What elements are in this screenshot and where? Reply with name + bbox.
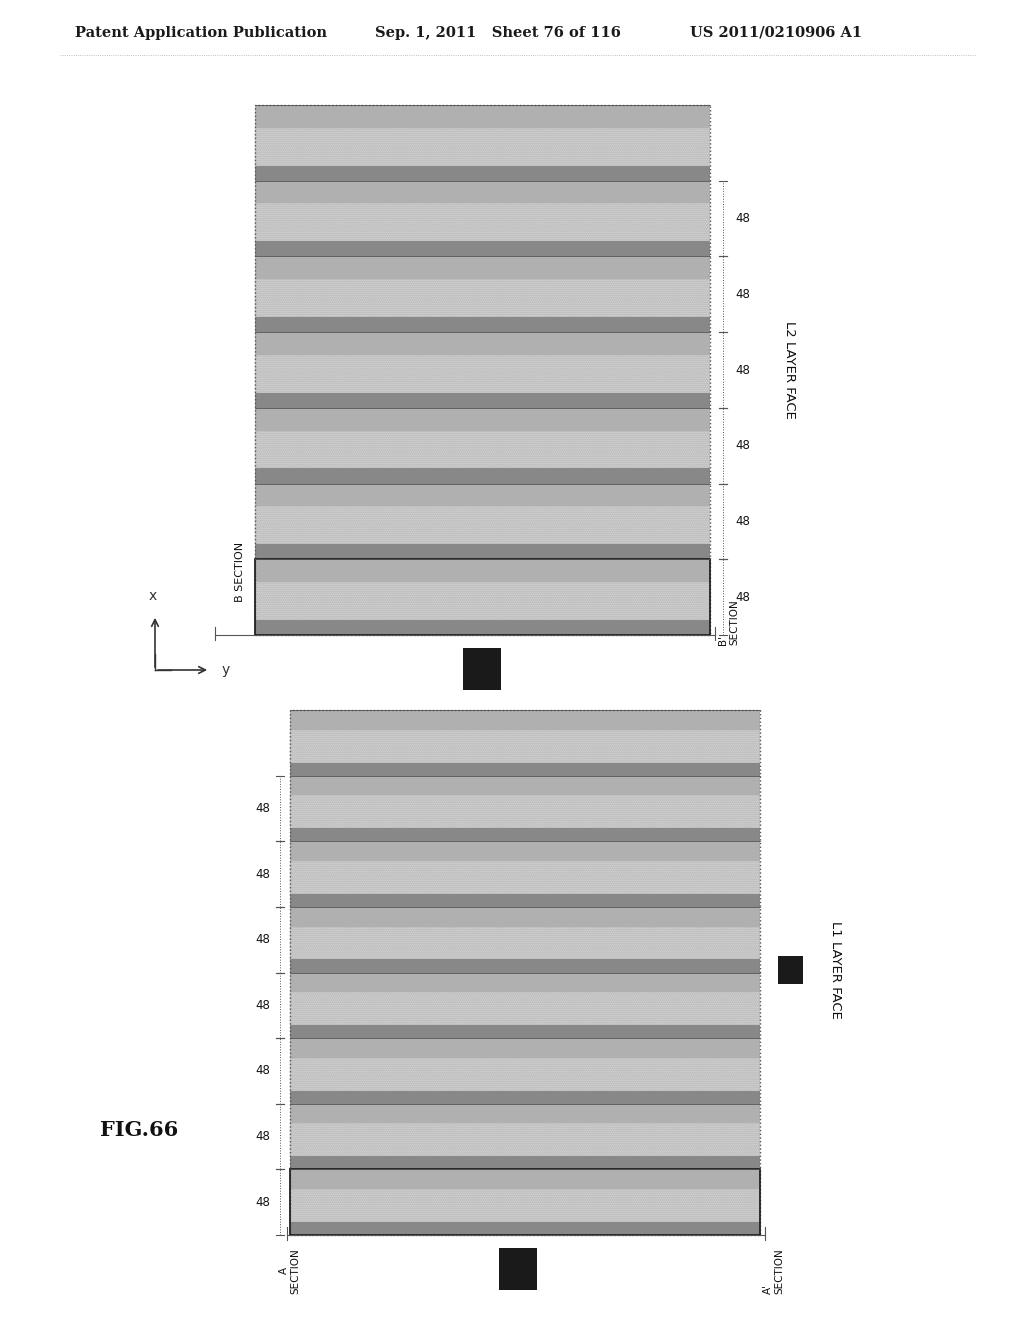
Text: B'
SECTION: B' SECTION	[718, 599, 739, 645]
Bar	[255, 203, 710, 242]
Text: 48: 48	[735, 440, 750, 453]
Text: 48: 48	[255, 803, 270, 814]
Bar	[255, 355, 710, 393]
Bar	[290, 1123, 760, 1156]
Bar	[290, 1090, 760, 1104]
Bar	[290, 1123, 760, 1156]
Bar	[290, 796, 760, 828]
Bar	[255, 544, 710, 560]
Text: 48: 48	[735, 515, 750, 528]
Text: 48: 48	[255, 999, 270, 1012]
Bar	[290, 993, 760, 1026]
Bar	[255, 560, 710, 635]
Bar	[290, 973, 760, 993]
Bar	[290, 993, 760, 1026]
Bar	[290, 1038, 760, 1057]
Bar	[290, 960, 760, 973]
Bar	[290, 1156, 760, 1170]
Bar	[290, 1026, 760, 1038]
Bar	[290, 1057, 760, 1090]
Text: Sep. 1, 2011   Sheet 76 of 116: Sep. 1, 2011 Sheet 76 of 116	[375, 26, 621, 40]
Text: 48: 48	[255, 867, 270, 880]
Bar	[290, 1057, 760, 1090]
Text: L2 LAYER FACE: L2 LAYER FACE	[783, 321, 797, 418]
Bar	[290, 796, 760, 828]
Bar	[255, 507, 710, 544]
Bar	[290, 828, 760, 841]
Bar	[290, 763, 760, 776]
Bar	[255, 242, 710, 256]
Bar	[255, 483, 710, 507]
Bar	[290, 907, 760, 927]
Text: Patent Application Publication: Patent Application Publication	[75, 26, 327, 40]
Text: 48: 48	[735, 590, 750, 603]
Bar	[499, 1247, 537, 1290]
Bar	[255, 165, 710, 181]
Bar	[290, 730, 760, 763]
Bar	[290, 776, 760, 796]
Bar	[255, 408, 710, 430]
Bar	[255, 430, 710, 469]
Bar	[255, 582, 710, 620]
Bar	[255, 317, 710, 333]
Bar	[255, 620, 710, 635]
Text: 48: 48	[255, 1130, 270, 1143]
Bar	[290, 1222, 760, 1236]
Bar	[255, 128, 710, 165]
Bar	[463, 648, 501, 690]
Bar	[290, 894, 760, 907]
Bar	[255, 106, 710, 635]
Bar	[255, 582, 710, 620]
Bar	[778, 956, 803, 983]
Bar	[255, 256, 710, 279]
Text: B SECTION: B SECTION	[234, 543, 245, 602]
Bar	[290, 841, 760, 861]
Bar	[255, 355, 710, 393]
Bar	[290, 1170, 760, 1189]
Text: US 2011/0210906 A1: US 2011/0210906 A1	[690, 26, 862, 40]
Bar	[255, 333, 710, 355]
Text: A'
SECTION: A' SECTION	[763, 1247, 784, 1294]
Bar	[290, 1170, 760, 1236]
Bar	[290, 1189, 760, 1222]
Bar	[290, 730, 760, 763]
Bar	[290, 1189, 760, 1222]
Text: A
SECTION: A SECTION	[280, 1247, 301, 1294]
Text: y: y	[222, 663, 230, 677]
Bar	[290, 927, 760, 960]
Bar	[290, 710, 760, 730]
Text: L1 LAYER FACE: L1 LAYER FACE	[828, 921, 842, 1019]
Bar	[290, 927, 760, 960]
Bar	[290, 1104, 760, 1123]
Bar	[255, 106, 710, 128]
Bar	[255, 430, 710, 469]
Text: 48: 48	[255, 1196, 270, 1209]
Text: 48: 48	[735, 213, 750, 226]
Bar	[255, 181, 710, 203]
Text: 48: 48	[735, 363, 750, 376]
Bar	[255, 469, 710, 483]
Bar	[290, 861, 760, 894]
Bar	[255, 128, 710, 165]
Bar	[255, 203, 710, 242]
Bar	[290, 710, 760, 1236]
Bar	[255, 507, 710, 544]
Text: 48: 48	[255, 1064, 270, 1077]
Text: x: x	[148, 589, 157, 603]
Text: FIG.66: FIG.66	[100, 1119, 178, 1140]
Text: 48: 48	[735, 288, 750, 301]
Bar	[290, 861, 760, 894]
Bar	[255, 279, 710, 317]
Bar	[255, 393, 710, 408]
Bar	[255, 279, 710, 317]
Bar	[255, 560, 710, 582]
Text: 48: 48	[255, 933, 270, 946]
